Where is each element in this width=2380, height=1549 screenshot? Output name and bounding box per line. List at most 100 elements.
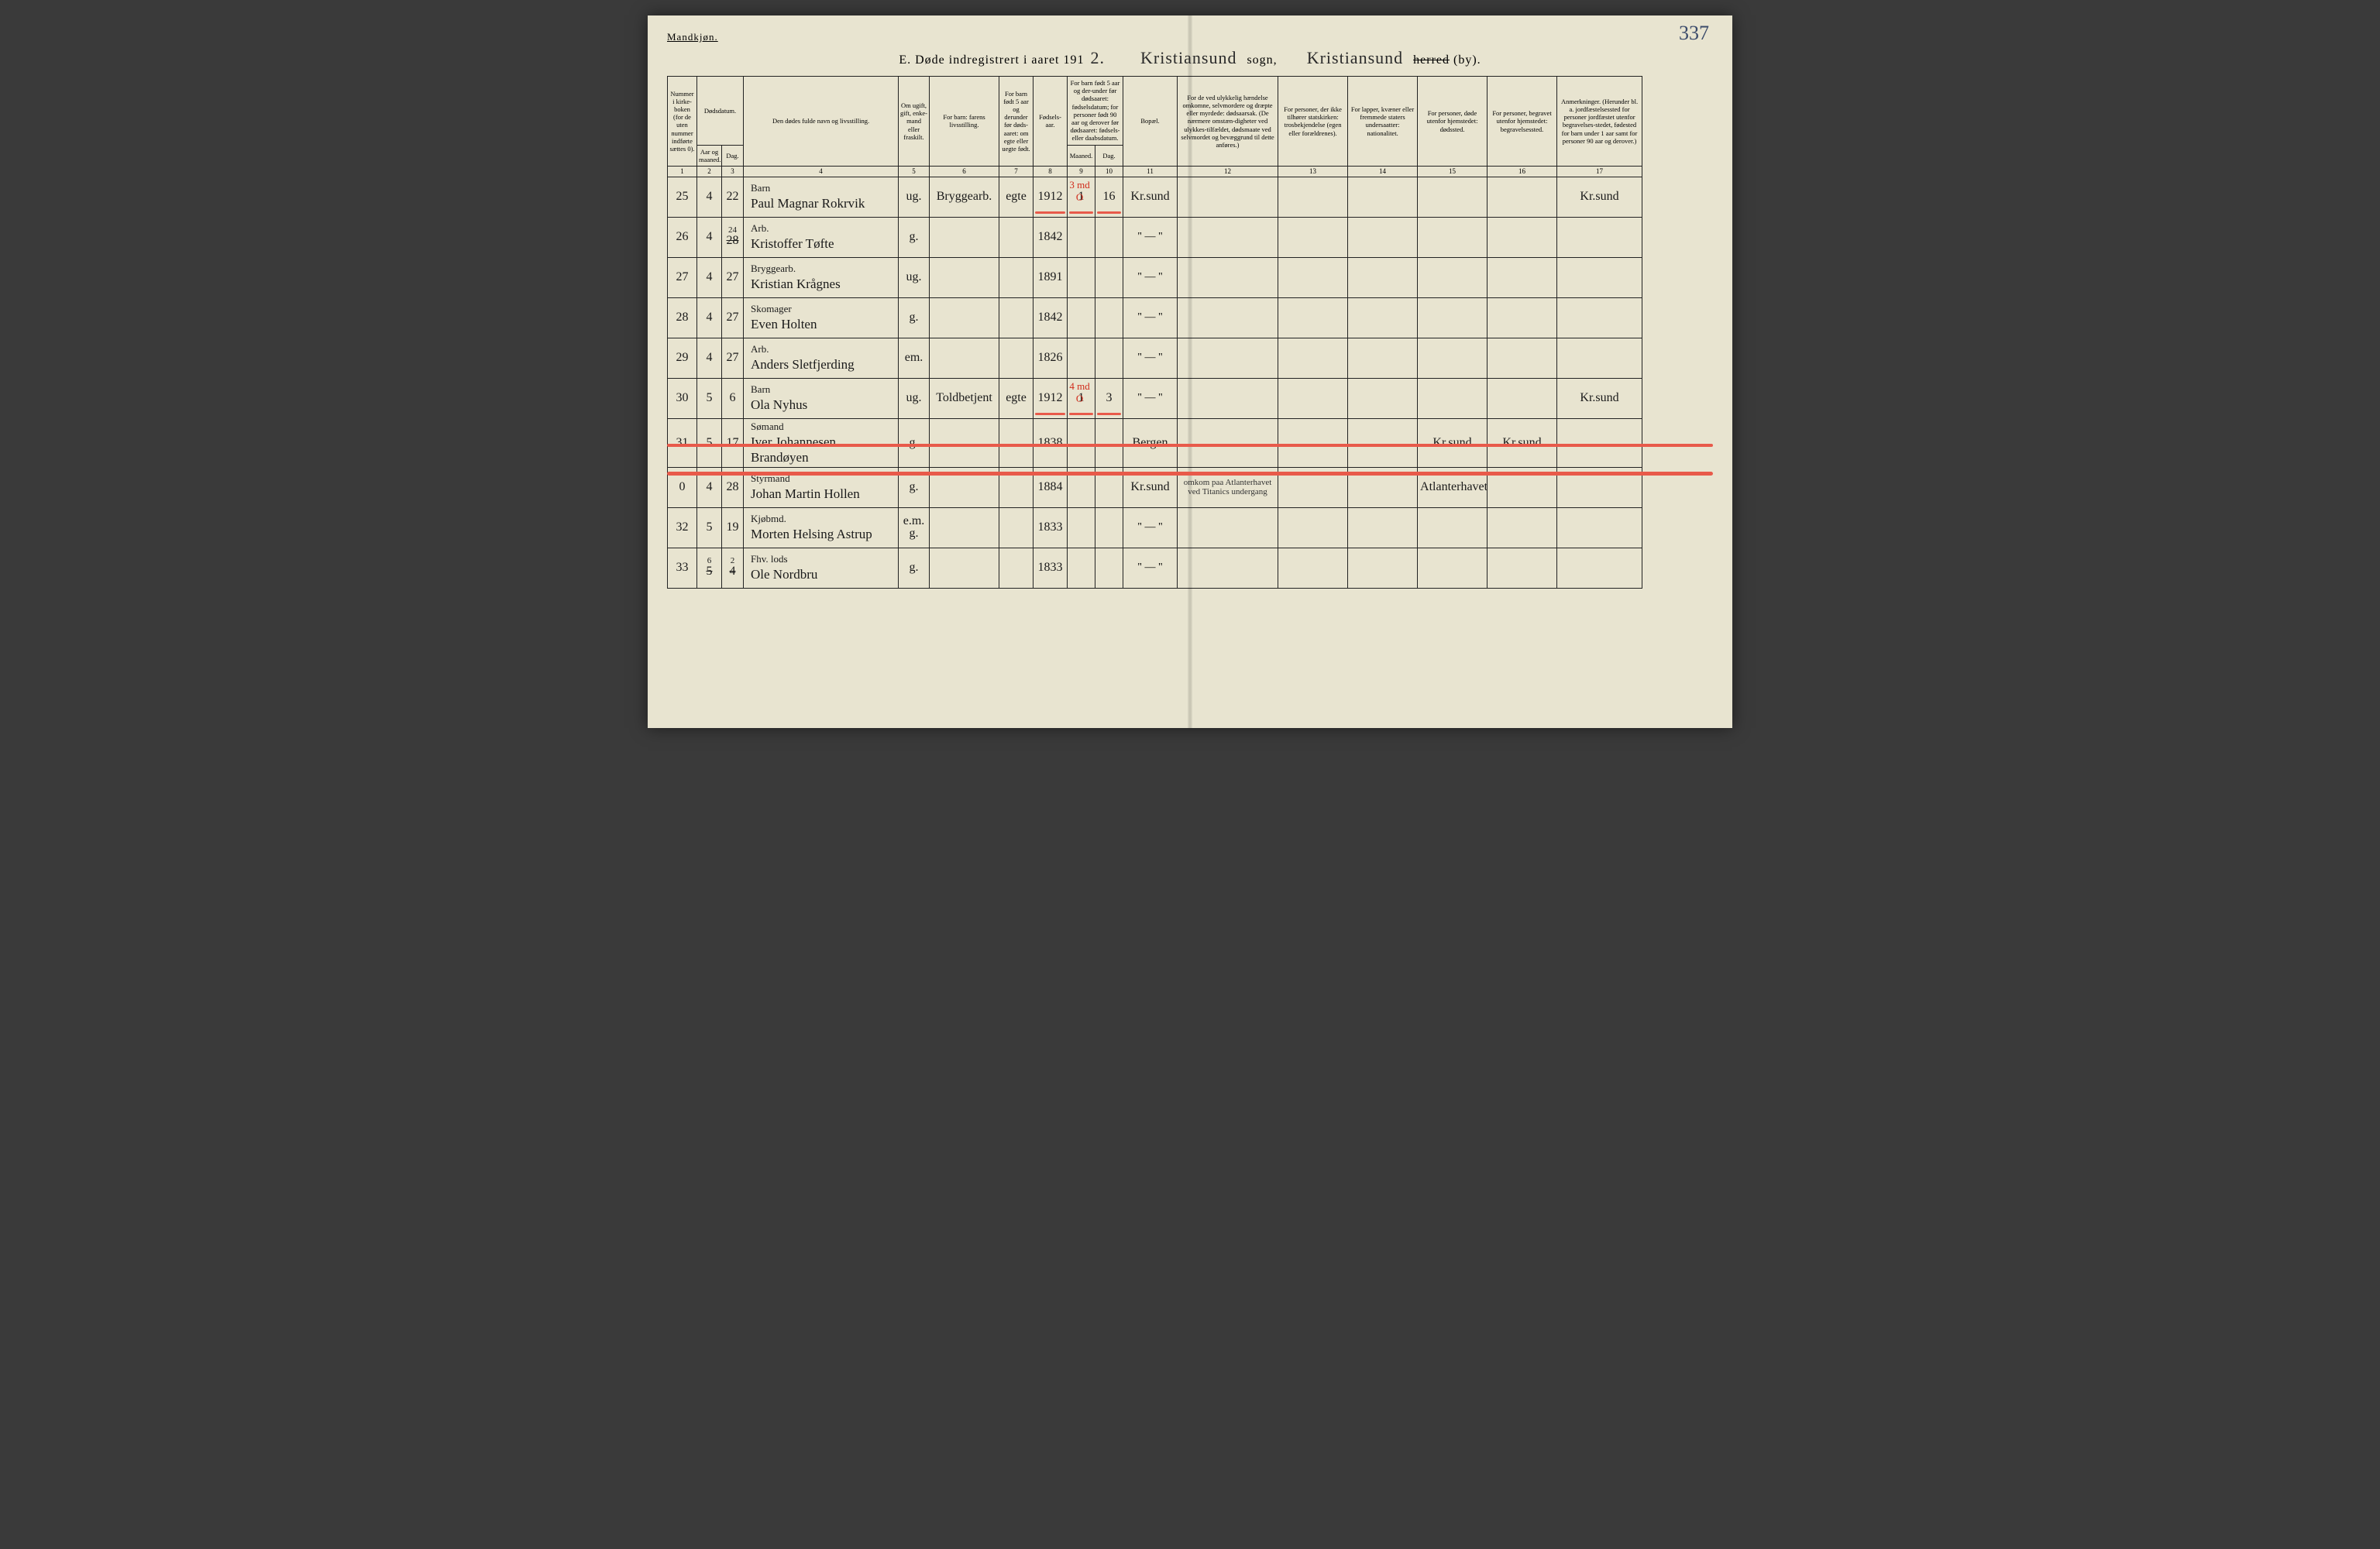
colnum: 3 bbox=[722, 166, 744, 177]
cell bbox=[1178, 418, 1278, 467]
cell bbox=[1488, 338, 1557, 378]
colnum: 4 bbox=[744, 166, 899, 177]
table-row: 2642428Arb.Kristoffer Tøfteg.1842" — " bbox=[668, 217, 1713, 257]
colnum: 8 bbox=[1034, 166, 1068, 177]
cell: 26 bbox=[668, 217, 697, 257]
cell bbox=[930, 418, 999, 467]
herred-handwritten: Kristiansund bbox=[1301, 48, 1409, 67]
cell bbox=[1348, 507, 1418, 548]
cell bbox=[1068, 257, 1095, 297]
cell bbox=[1178, 507, 1278, 548]
table-row: 28427SkomagerEven Holteng.1842" — " bbox=[668, 297, 1713, 338]
hdr-4: Den dødes fulde navn og livsstilling. bbox=[744, 77, 899, 167]
herred-after: (by). bbox=[1453, 53, 1481, 67]
cell bbox=[1068, 418, 1095, 467]
column-number-row: 1234567891011121314151617 bbox=[668, 166, 1713, 177]
table-row: 31517SømandIver Johannesen Brandøyeng.18… bbox=[668, 418, 1713, 467]
cell: Kjøbmd.Morten Helsing Astrup bbox=[744, 507, 899, 548]
cell bbox=[1488, 548, 1557, 588]
colnum: 5 bbox=[899, 166, 930, 177]
cell: em. bbox=[899, 338, 930, 378]
cell bbox=[1068, 338, 1095, 378]
cell: 1838 bbox=[1034, 418, 1068, 467]
cell bbox=[1278, 378, 1348, 418]
cell bbox=[930, 548, 999, 588]
cell bbox=[1418, 217, 1488, 257]
cell bbox=[1488, 177, 1557, 217]
table-row: 3056BarnOla Nyhusug.Toldbetjentegte19121… bbox=[668, 378, 1713, 418]
cell: " — " bbox=[1123, 257, 1178, 297]
cell: BarnPaul Magnar Rokrvik bbox=[744, 177, 899, 217]
cell: " — " bbox=[1123, 378, 1178, 418]
cell bbox=[930, 507, 999, 548]
cell bbox=[1557, 338, 1642, 378]
hdr-5: Om ugift, gift, enke-mand eller fraskilt… bbox=[899, 77, 930, 167]
colnum: 17 bbox=[1557, 166, 1642, 177]
cell bbox=[1348, 548, 1418, 588]
cell bbox=[1418, 177, 1488, 217]
colnum: 9 bbox=[1068, 166, 1095, 177]
cell: " — " bbox=[1123, 297, 1178, 338]
cell: 27 bbox=[722, 257, 744, 297]
cell bbox=[1278, 297, 1348, 338]
cell bbox=[1418, 378, 1488, 418]
cell bbox=[1178, 297, 1278, 338]
cell: ug. bbox=[899, 257, 930, 297]
cell bbox=[1278, 507, 1348, 548]
cell: " — " bbox=[1123, 548, 1178, 588]
sogn-handwritten: Kristiansund bbox=[1134, 48, 1243, 67]
cell bbox=[1278, 257, 1348, 297]
cell bbox=[1348, 338, 1418, 378]
cell bbox=[1488, 257, 1557, 297]
hdr-2-top: Dødsdatum. bbox=[697, 77, 744, 146]
table-row: 29427Arb.Anders Sletfjerdingem.1826" — " bbox=[668, 338, 1713, 378]
colnum: 11 bbox=[1123, 166, 1178, 177]
cell bbox=[1278, 338, 1348, 378]
cell: 28 bbox=[668, 297, 697, 338]
cell: Toldbetjent bbox=[930, 378, 999, 418]
cell: 2428 bbox=[722, 217, 744, 257]
cell bbox=[930, 297, 999, 338]
cell: 3 bbox=[1095, 378, 1123, 418]
cell bbox=[1557, 418, 1642, 467]
hdr-11: Bopæl. bbox=[1123, 77, 1178, 167]
cell bbox=[999, 297, 1034, 338]
table-body: 25422BarnPaul Magnar Rokrvikug.Bryggearb… bbox=[668, 177, 1713, 588]
cell bbox=[1488, 217, 1557, 257]
cell: 1912 bbox=[1034, 378, 1068, 418]
cell: Bryggearb. bbox=[930, 177, 999, 217]
cell: 29 bbox=[668, 338, 697, 378]
cell bbox=[1178, 338, 1278, 378]
colnum: 1 bbox=[668, 166, 697, 177]
colnum: 6 bbox=[930, 166, 999, 177]
register-table: Nummer i kirke-boken (for de uten nummer… bbox=[667, 76, 1713, 589]
cell: 5 bbox=[697, 507, 722, 548]
cell: 1842 bbox=[1034, 297, 1068, 338]
cell bbox=[1178, 378, 1278, 418]
hdr-9b: Dag. bbox=[1095, 145, 1123, 166]
cell: 4 bbox=[697, 257, 722, 297]
cell bbox=[1278, 177, 1348, 217]
cell: g. bbox=[899, 418, 930, 467]
cell: 4 bbox=[697, 297, 722, 338]
cell: 1912 bbox=[1034, 177, 1068, 217]
cell bbox=[1178, 548, 1278, 588]
cell bbox=[1095, 338, 1123, 378]
cell bbox=[1418, 297, 1488, 338]
cell: Arb.Kristoffer Tøfte bbox=[744, 217, 899, 257]
cell: 24 bbox=[722, 548, 744, 588]
cell bbox=[1178, 217, 1278, 257]
cell: Kr.sund bbox=[1557, 378, 1642, 418]
cell: 31 bbox=[668, 418, 697, 467]
colnum: 13 bbox=[1278, 166, 1348, 177]
colnum: 2 bbox=[697, 166, 722, 177]
hdr-12: For de ved ulykkelig hændelse omkomne, s… bbox=[1178, 77, 1278, 167]
cell: " — " bbox=[1123, 507, 1178, 548]
colnum: 12 bbox=[1178, 166, 1278, 177]
cell: 30 bbox=[668, 378, 697, 418]
cell bbox=[999, 338, 1034, 378]
cell: e.m. g. bbox=[899, 507, 930, 548]
cell bbox=[1178, 257, 1278, 297]
cell: g. bbox=[899, 297, 930, 338]
colnum: 7 bbox=[999, 166, 1034, 177]
